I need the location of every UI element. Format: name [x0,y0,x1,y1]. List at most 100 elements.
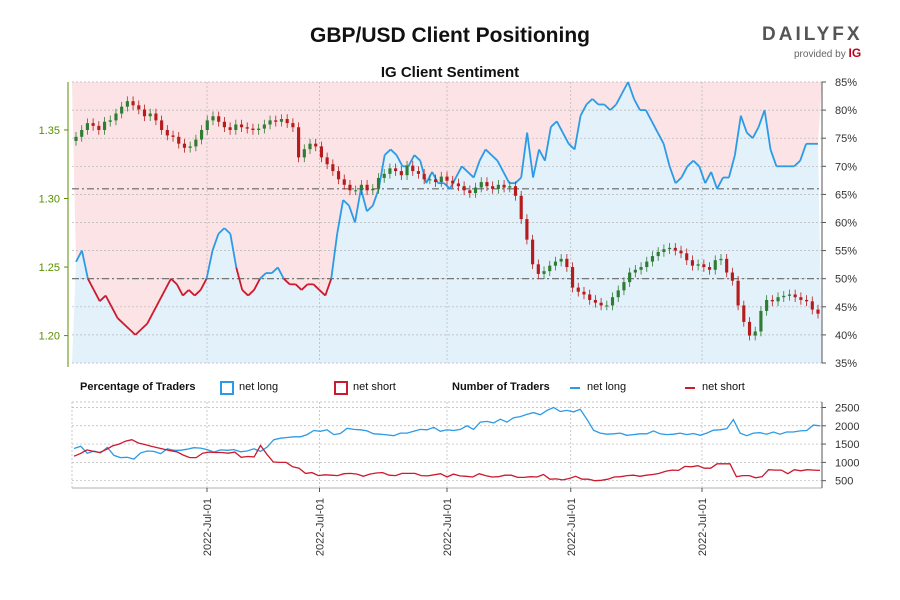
candle-body [416,171,421,174]
candle-body [690,260,695,266]
sentiment-line-segment [751,126,760,139]
pct-tick-label: 85% [835,77,857,89]
candle-body [199,129,204,140]
traders-tick-label: 1000 [835,457,859,469]
candle-body [696,264,700,266]
sentiment-line-segment [152,300,160,313]
candle-body [165,129,169,136]
candle-body [388,168,392,174]
candle-body [354,190,358,192]
candle-body [262,124,266,129]
candle-body [85,123,89,130]
sentiment-line-segment [496,160,505,173]
candle-body [719,258,723,261]
candle-body [810,301,814,310]
candle-body [125,101,129,107]
candle-body [747,321,752,336]
dailyfx-logo: DAILYFX [762,24,863,45]
pct-long-swatch [220,381,234,395]
pct-short-swatch [334,381,348,395]
candle-body [274,120,278,122]
candle-body [91,123,95,126]
candle-body [462,186,466,191]
sentiment-line-segment [425,171,433,184]
sentiment-line-segment [312,283,320,291]
traders-net-short-line [73,439,821,482]
sentiment-line-segment [229,233,238,268]
candle-body [257,128,261,130]
sentiment-line-segment [573,115,582,150]
candle-body [102,121,107,130]
candle-body [194,139,198,147]
sentiment-line-segment [360,188,368,212]
sentiment-line-segment [662,143,671,167]
candle-body [531,239,535,265]
x-tick-label: 2022-Jul-01 [202,498,214,556]
candle-body [342,179,346,185]
candle-body [679,250,683,254]
pct-legend-title: Percentage of Traders [80,381,196,393]
pct-tick-label: 50% [835,274,857,286]
candle-body [542,271,546,274]
sentiment-line-segment [295,283,303,291]
candle-body [559,258,563,262]
sentiment-line-segment [591,98,599,106]
candle-body [131,101,135,106]
sentiment-line-segment [668,166,677,184]
sentiment-line-segment [568,143,576,151]
sentiment-line-segment [99,294,107,302]
pct-tick-label: 35% [835,358,857,370]
sentiment-line-segment [472,160,481,178]
sentiment-line-segment [241,289,249,297]
num-short-legend: net short [702,381,745,393]
candle-body [80,129,84,137]
candle-body [365,184,369,191]
sentiment-line-segment [199,278,208,291]
price-tick-label: 1.35 [39,125,60,137]
candle-body [656,251,660,257]
sentiment-line-segment [110,306,119,319]
sentiment-line-segment [348,205,356,223]
candle-body [508,186,512,188]
sentiment-line-segment [413,154,421,162]
candle-body [74,136,78,141]
sentiment-line-segment [182,289,190,297]
candle-body [782,295,786,298]
sentiment-line-segment [734,115,742,156]
candle-body [114,113,118,121]
candle-body [673,247,677,251]
sentiment-line-segment [81,250,89,279]
sentiment-line-segment [122,323,131,330]
sentiment-line-segment [384,148,392,156]
sentiment-line-segment [247,289,255,297]
sentiment-line-segment [716,177,724,190]
candle-body [702,264,706,268]
candle-body [445,176,449,181]
candle-body [496,184,500,189]
sentiment-line-segment [478,149,487,162]
sentiment-line-segment [158,289,166,302]
num-long-swatch [570,387,580,389]
sentiment-line-segment [140,323,148,330]
sentiment-line-segment [259,272,267,280]
candle-body [553,261,558,266]
candle-body [570,267,575,288]
chart-title: GBP/USD Client Positioning [309,24,590,47]
candle-body [536,264,540,274]
candle-body [399,171,403,176]
num-short-swatch [685,387,695,389]
pct-tick-label: 40% [835,330,857,342]
candle-body [725,258,729,273]
candle-body [776,297,780,302]
sentiment-line-segment [579,104,588,117]
candle-body [422,173,426,180]
sentiment-line-segment [467,171,475,179]
provided-by-text: provided by [794,49,846,60]
net-short-area [72,82,822,335]
candle-body [142,109,147,117]
candle-body [297,127,301,158]
candle-body [211,116,215,121]
candle-body [97,125,101,130]
num-long-legend: net long [587,381,627,393]
candle-body [279,119,284,122]
